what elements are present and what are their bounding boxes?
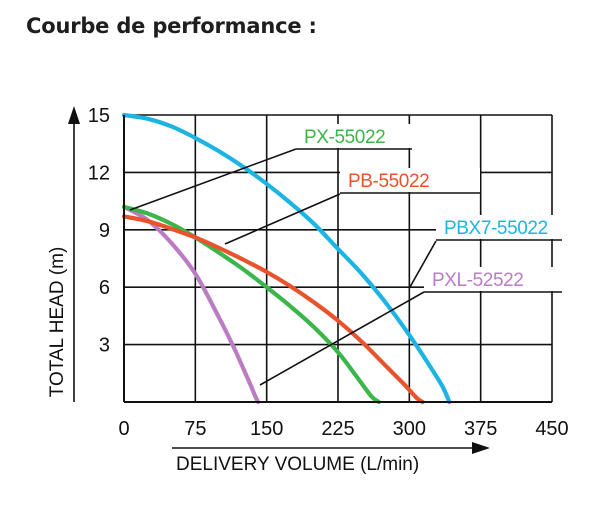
x-tick-label: 75 xyxy=(184,418,206,440)
x-axis-title: DELIVERY VOLUME (L/min) xyxy=(176,454,419,475)
series-line-pbx7-55022 xyxy=(121,112,452,405)
callout-leader-line xyxy=(409,240,437,288)
series-line-px-55022 xyxy=(121,204,381,405)
series-label-pb-55022: PB-55022 xyxy=(348,171,429,192)
series-label-pbx7-55022: PBX7-55022 xyxy=(444,218,548,239)
callout-bg xyxy=(340,168,480,192)
x-tick-label: 375 xyxy=(464,418,497,440)
y-tick-label: 12 xyxy=(88,162,110,184)
y-tick-label: 6 xyxy=(99,277,110,299)
series-line-pxl-52522 xyxy=(121,204,261,405)
grid-layer xyxy=(124,114,553,402)
axis-layer: 0 75 150 225 300 375 450 3 6 9 12 15 DELIVERY VOLUME… xyxy=(47,105,569,475)
callout-bg xyxy=(296,124,412,148)
callout-leader-line xyxy=(259,291,425,386)
y-tick-label: 3 xyxy=(99,335,110,357)
series-line-pb-55022 xyxy=(121,214,425,405)
series-layer xyxy=(121,112,452,405)
x-tick-label: 450 xyxy=(535,418,568,440)
callout-layer: PX-55022 PB-55022 PBX7-55022 PXL-52522 xyxy=(129,124,562,386)
x-axis-arrowhead xyxy=(472,442,490,454)
callout-leader-line xyxy=(224,193,341,245)
callout-bg xyxy=(424,267,562,291)
y-axis-title: TOTAL HEAD (m) xyxy=(47,247,68,398)
callout-bg xyxy=(436,215,562,239)
y-axis-arrowhead xyxy=(68,106,80,124)
y-tick-label: 9 xyxy=(99,220,110,242)
x-tick-label: 150 xyxy=(250,418,283,440)
y-tick-label: 15 xyxy=(88,105,110,127)
series-label-px-55022: PX-55022 xyxy=(304,127,385,148)
x-tick-label: 300 xyxy=(393,418,426,440)
callout-leader-line xyxy=(129,148,297,211)
page-heading: Courbe de performance : xyxy=(26,14,317,38)
series-label-pxl-52522: PXL-52522 xyxy=(432,270,523,291)
x-tick-label: 225 xyxy=(321,418,354,440)
x-tick-label: 0 xyxy=(118,418,129,440)
